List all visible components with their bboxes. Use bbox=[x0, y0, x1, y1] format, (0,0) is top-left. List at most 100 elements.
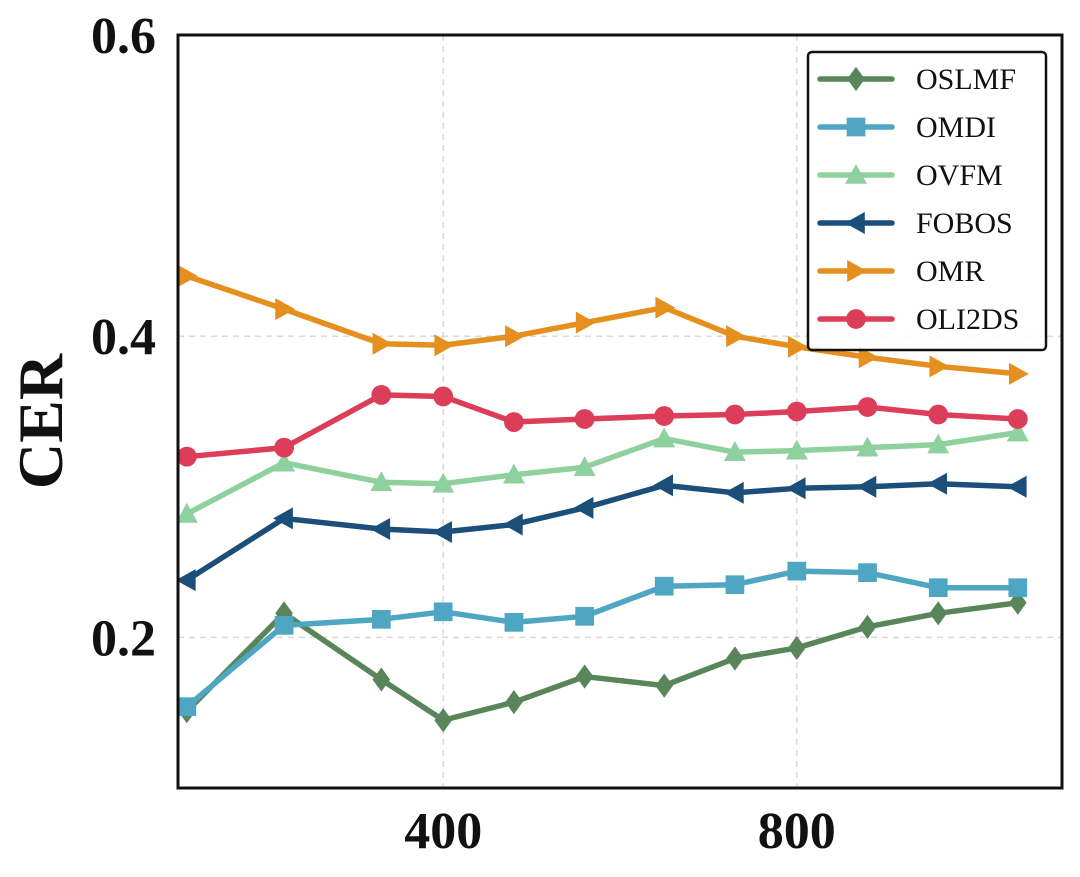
data-point bbox=[178, 502, 198, 523]
data-point bbox=[928, 404, 949, 425]
data-point bbox=[723, 441, 746, 461]
data-point bbox=[655, 673, 673, 698]
series-oli2ds bbox=[178, 385, 1028, 467]
data-point bbox=[788, 635, 806, 661]
data-point bbox=[575, 311, 596, 334]
data-point bbox=[858, 614, 877, 639]
x-tick-label: 800 bbox=[758, 803, 836, 860]
data-point bbox=[653, 427, 676, 448]
data-point bbox=[858, 563, 877, 582]
data-point bbox=[1007, 409, 1028, 429]
data-point bbox=[504, 612, 524, 632]
legend-label: OMDI bbox=[916, 111, 996, 144]
series-group bbox=[178, 264, 1029, 733]
legend-item-omdi: OMDI bbox=[817, 111, 996, 144]
data-point bbox=[787, 561, 807, 581]
legend-label: OSLMF bbox=[916, 63, 1016, 96]
data-point bbox=[725, 404, 745, 425]
legend-label: OLI2DS bbox=[916, 303, 1019, 336]
data-point bbox=[372, 332, 393, 355]
data-point bbox=[275, 298, 296, 321]
data-point bbox=[273, 507, 293, 530]
data-point bbox=[927, 433, 950, 454]
data-point bbox=[654, 406, 675, 426]
data-point bbox=[653, 474, 673, 497]
axis-ticks: 400 800 0.2 0.4 0.6 bbox=[91, 8, 836, 860]
legend-marker bbox=[847, 66, 865, 92]
data-point bbox=[178, 569, 196, 592]
data-point bbox=[371, 385, 392, 405]
data-point bbox=[502, 463, 525, 484]
data-point bbox=[1008, 578, 1028, 598]
data-point bbox=[574, 409, 595, 429]
legend-marker bbox=[847, 260, 867, 282]
data-point bbox=[1009, 362, 1029, 385]
data-point bbox=[178, 446, 197, 467]
data-point bbox=[1006, 421, 1029, 442]
legend-label: OMR bbox=[916, 255, 984, 288]
data-point bbox=[726, 646, 744, 671]
data-point bbox=[929, 355, 950, 378]
plot-frame bbox=[176, 33, 1064, 790]
legend-label: FOBOS bbox=[916, 207, 1013, 240]
legend-label: OVFM bbox=[916, 159, 1003, 192]
data-point bbox=[372, 667, 391, 692]
data-point bbox=[726, 325, 746, 348]
legend-item-omr: OMR bbox=[817, 255, 984, 288]
data-point bbox=[929, 601, 948, 626]
data-point bbox=[178, 697, 197, 717]
data-point bbox=[786, 401, 807, 422]
data-point bbox=[370, 471, 393, 492]
data-point bbox=[857, 397, 878, 417]
legend-item-oslmf: OSLMF bbox=[817, 63, 1016, 96]
data-point bbox=[654, 576, 674, 596]
data-point bbox=[573, 456, 596, 477]
data-point bbox=[274, 437, 294, 458]
data-point bbox=[725, 575, 745, 595]
data-point bbox=[434, 708, 452, 733]
data-point bbox=[856, 475, 877, 498]
data-point bbox=[433, 386, 454, 407]
y-tick-label: 0.4 bbox=[91, 309, 156, 366]
data-point bbox=[928, 578, 948, 598]
legend-marker bbox=[845, 164, 867, 184]
data-point bbox=[927, 472, 948, 495]
series-omr bbox=[178, 264, 1029, 385]
data-point bbox=[273, 451, 296, 472]
data-point bbox=[858, 346, 879, 369]
y-tick-label: 0.6 bbox=[91, 8, 156, 65]
x-tick-label: 400 bbox=[404, 803, 482, 860]
data-point bbox=[655, 296, 676, 319]
data-point bbox=[504, 412, 524, 432]
data-point bbox=[1006, 475, 1027, 498]
legend-marker bbox=[846, 309, 866, 329]
legend-marker bbox=[846, 117, 866, 137]
data-point bbox=[573, 496, 594, 519]
legend: OSLMF OMDI OVFM FOBOS OMR OLI2DS bbox=[806, 50, 1048, 352]
data-point bbox=[723, 481, 744, 504]
data-point bbox=[434, 334, 455, 357]
data-point bbox=[575, 664, 594, 689]
data-point bbox=[785, 477, 806, 500]
legend-item-fobos: FOBOS bbox=[817, 207, 1013, 240]
data-point bbox=[505, 325, 525, 348]
data-point bbox=[371, 609, 391, 629]
data-point bbox=[505, 690, 523, 715]
data-point bbox=[370, 517, 391, 540]
data-point bbox=[178, 264, 198, 287]
y-axis-label: CER bbox=[5, 353, 76, 489]
data-point bbox=[274, 616, 294, 635]
series-omdi bbox=[178, 561, 1028, 717]
data-point bbox=[502, 513, 523, 536]
data-point bbox=[856, 436, 879, 457]
legend-marker bbox=[845, 212, 865, 234]
data-point bbox=[575, 606, 594, 626]
data-point bbox=[433, 602, 453, 622]
series-line bbox=[184, 392, 1021, 460]
series-line bbox=[184, 600, 1021, 723]
series-line bbox=[184, 273, 1021, 377]
series-ovfm bbox=[178, 421, 1029, 523]
y-tick-label: 0.2 bbox=[91, 610, 156, 667]
data-point bbox=[788, 335, 808, 358]
